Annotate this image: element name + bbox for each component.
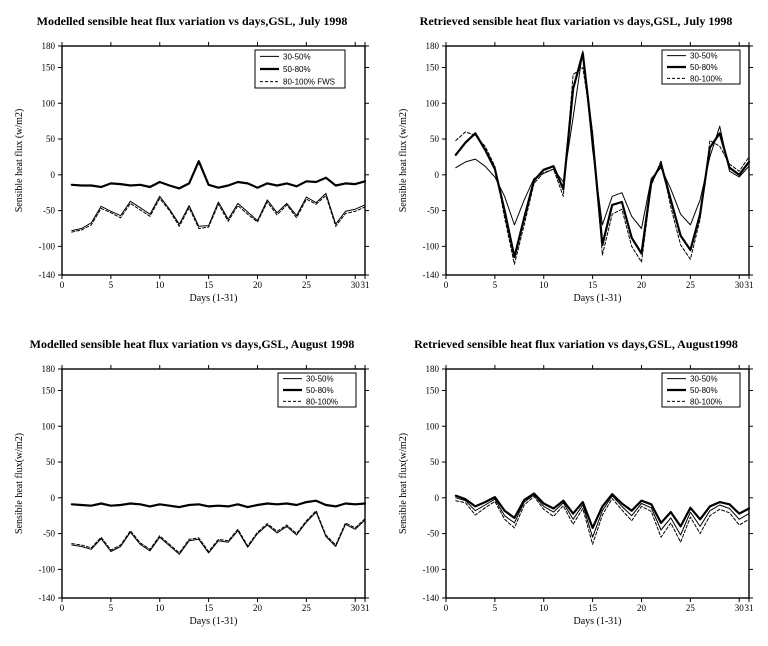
svg-text:25: 25: [686, 603, 696, 613]
svg-text:20: 20: [637, 280, 647, 290]
svg-text:150: 150: [426, 385, 440, 395]
svg-text:50-80%: 50-80%: [690, 386, 718, 395]
title-bl: Modelled sensible heat flux variation vs…: [0, 337, 384, 352]
svg-text:50-80%: 50-80%: [690, 63, 718, 72]
svg-text:30-50%: 30-50%: [283, 52, 311, 61]
svg-text:15: 15: [588, 280, 598, 290]
svg-text:100: 100: [426, 98, 440, 108]
svg-text:0: 0: [444, 280, 449, 290]
svg-text:-140: -140: [39, 593, 56, 603]
svg-text:80-100%: 80-100%: [690, 397, 722, 406]
svg-text:-100: -100: [423, 241, 440, 251]
svg-text:150: 150: [42, 62, 56, 72]
svg-text:80-100%: 80-100%: [690, 74, 722, 83]
svg-text:50-80%: 50-80%: [306, 386, 334, 395]
svg-text:15: 15: [588, 603, 598, 613]
svg-text:25: 25: [302, 280, 312, 290]
title-tr: Retrieved sensible heat flux variation v…: [384, 14, 768, 29]
svg-text:50-80%: 50-80%: [283, 65, 311, 74]
svg-text:10: 10: [155, 280, 165, 290]
svg-text:Sensible heat flux(w/m2): Sensible heat flux(w/m2): [398, 433, 409, 534]
svg-text:80-100% FWS: 80-100% FWS: [283, 78, 335, 87]
svg-text:10: 10: [155, 603, 165, 613]
svg-text:150: 150: [426, 62, 440, 72]
svg-text:30-50%: 30-50%: [306, 375, 334, 384]
svg-text:Sensible heat flux (w/m2): Sensible heat flux (w/m2): [398, 109, 409, 213]
svg-text:31: 31: [745, 603, 754, 613]
svg-text:0: 0: [60, 280, 65, 290]
svg-text:15: 15: [204, 280, 214, 290]
svg-text:0: 0: [435, 170, 440, 180]
svg-text:-50: -50: [43, 206, 55, 216]
svg-text:Days (1-31): Days (1-31): [573, 616, 621, 627]
svg-text:5: 5: [109, 280, 114, 290]
svg-text:50: 50: [430, 134, 440, 144]
panel-tl: Modelled sensible heat flux variation vs…: [0, 0, 384, 323]
svg-text:80-100%: 80-100%: [306, 397, 338, 406]
svg-text:20: 20: [253, 280, 263, 290]
panel-tr: Retrieved sensible heat flux variation v…: [384, 0, 768, 323]
chart-tl: -140 -100 -50 0 50 100 150 180 0 5 10 15 20 25 3031 Day…: [0, 0, 384, 323]
svg-text:150: 150: [42, 385, 56, 395]
svg-text:0: 0: [51, 493, 56, 503]
svg-text:20: 20: [637, 603, 647, 613]
svg-text:-140: -140: [39, 270, 56, 280]
panel-br: Retrieved sensible heat flux variation v…: [384, 323, 768, 646]
title-br: Retrieved sensible heat flux variation v…: [384, 337, 768, 352]
svg-text:-100: -100: [39, 241, 56, 251]
svg-text:100: 100: [42, 98, 56, 108]
svg-text:5: 5: [109, 603, 114, 613]
svg-text:-100: -100: [39, 564, 56, 574]
svg-text:Sensible heat flux(w/m2): Sensible heat flux(w/m2): [14, 433, 25, 534]
svg-text:10: 10: [539, 280, 549, 290]
svg-text:30-50%: 30-50%: [690, 52, 718, 61]
svg-text:0: 0: [444, 603, 449, 613]
chart-tr: -140 -100 -50 0 50 100 150 180 0 5 10 15 20 25 3031 Day…: [384, 0, 768, 323]
svg-text:-50: -50: [427, 206, 439, 216]
svg-text:-50: -50: [427, 529, 439, 539]
svg-text:31: 31: [745, 280, 754, 290]
svg-text:Days (1-31): Days (1-31): [189, 293, 237, 304]
title-tl: Modelled sensible heat flux variation vs…: [0, 14, 384, 29]
svg-text:10: 10: [539, 603, 549, 613]
svg-text:-100: -100: [423, 564, 440, 574]
svg-text:-140: -140: [423, 593, 440, 603]
svg-text:180: 180: [426, 364, 440, 374]
svg-text:30: 30: [735, 603, 745, 613]
svg-text:100: 100: [426, 421, 440, 431]
svg-text:Days (1-31): Days (1-31): [189, 616, 237, 627]
svg-text:180: 180: [426, 41, 440, 51]
svg-text:0: 0: [60, 603, 65, 613]
svg-text:31: 31: [361, 603, 370, 613]
svg-text:15: 15: [204, 603, 214, 613]
svg-text:25: 25: [686, 280, 696, 290]
svg-text:100: 100: [42, 421, 56, 431]
svg-text:Sensible heat flux (w/m2): Sensible heat flux (w/m2): [14, 109, 25, 213]
svg-text:0: 0: [51, 170, 56, 180]
svg-text:30-50%: 30-50%: [690, 375, 718, 384]
svg-text:-50: -50: [43, 529, 55, 539]
svg-text:Days (1-31): Days (1-31): [573, 293, 621, 304]
svg-text:30: 30: [351, 280, 361, 290]
svg-text:180: 180: [42, 41, 56, 51]
svg-text:30: 30: [735, 280, 745, 290]
svg-text:180: 180: [42, 364, 56, 374]
svg-text:30: 30: [351, 603, 361, 613]
svg-text:20: 20: [253, 603, 263, 613]
svg-text:0: 0: [435, 493, 440, 503]
chart-bl: -140 -100 -50 0 50 100 150 180 0 5 10 15 20 25 3031 Day…: [0, 323, 384, 646]
panel-bl: Modelled sensible heat flux variation vs…: [0, 323, 384, 646]
svg-text:5: 5: [493, 603, 498, 613]
svg-text:50: 50: [46, 457, 56, 467]
svg-text:31: 31: [361, 280, 370, 290]
svg-text:-140: -140: [423, 270, 440, 280]
svg-text:50: 50: [46, 134, 56, 144]
svg-text:5: 5: [493, 280, 498, 290]
svg-text:50: 50: [430, 457, 440, 467]
chart-br: -140 -100 -50 0 50 100 150 180 0 5 10 15 20 25 3031 Day…: [384, 323, 768, 646]
svg-text:25: 25: [302, 603, 312, 613]
